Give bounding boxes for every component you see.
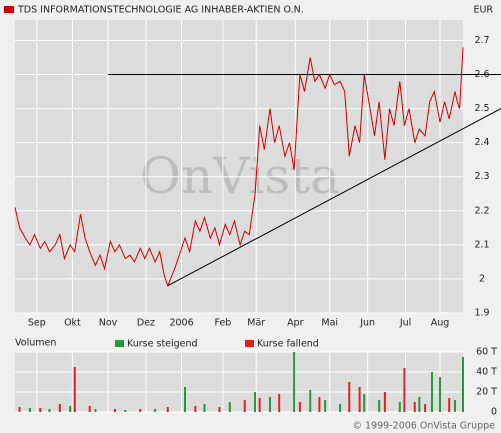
price-panel [15, 20, 463, 313]
volume-bar [69, 406, 72, 412]
y-tick-label: 1.9 [474, 308, 489, 319]
volume-bar [203, 404, 206, 412]
x-tick-label: Mai [321, 318, 338, 329]
volume-bar [403, 368, 406, 412]
x-tick-label: Apr [287, 318, 304, 329]
y-tick-label: 2.7 [474, 35, 489, 46]
y-tick-label: 20 T [476, 387, 497, 398]
x-tick-label: Nov [99, 318, 118, 329]
volume-bar [28, 408, 31, 412]
volume-bar [113, 409, 116, 412]
volume-bar [348, 382, 351, 412]
copyright: © 1999-2006 OnVista Gruppe [353, 421, 496, 432]
y-tick-label: 60 T [476, 347, 497, 358]
x-tick-label: Jul [399, 318, 411, 329]
volume-bar [309, 390, 312, 412]
x-tick-label: Okt [64, 318, 81, 329]
volume-bar [48, 409, 51, 412]
x-tick-label: Mär [247, 318, 265, 329]
y-tick-label: 2.4 [474, 137, 489, 148]
chart-title: TDS INFORMATIONSTECHNOLOGIE AG INHABER-A… [17, 5, 304, 16]
volume-bar [318, 397, 321, 412]
y-tick-label: 2.1 [474, 239, 489, 250]
y-tick-label: 2.5 [474, 103, 489, 114]
volume-bar [293, 352, 296, 412]
volume-bar [378, 400, 381, 412]
volume-bar [418, 397, 421, 412]
volume-bar [73, 367, 76, 412]
volume-bar [166, 407, 169, 412]
volume-bar [18, 407, 21, 412]
volume-bar [94, 409, 97, 412]
x-tick-label: Feb [215, 318, 232, 329]
volume-bar [358, 387, 361, 412]
volume-bar [194, 406, 197, 412]
watermark: OnVista [140, 147, 340, 205]
y-tick-label: 2 [479, 273, 485, 284]
legend-label: Kurse steigend [127, 339, 198, 350]
volume-bar [398, 402, 401, 412]
volume-bar [88, 406, 91, 412]
volume-bar [154, 409, 157, 412]
y-tick-label: 40 T [476, 367, 497, 378]
volume-bar [424, 404, 427, 412]
volume-bar [39, 408, 42, 412]
volume-bar [383, 392, 386, 412]
x-tick-label: Aug [431, 318, 450, 329]
volume-panel [15, 352, 463, 412]
legend-label: Kurse fallend [257, 339, 319, 350]
volume-bar [430, 372, 433, 412]
y-tick-label: 0 [491, 407, 497, 418]
x-tick-label: 2006 [169, 318, 193, 329]
volume-bar [439, 377, 442, 412]
volume-bar [413, 402, 416, 412]
volume-bar [278, 394, 281, 412]
trend-line [167, 108, 501, 287]
x-tick-label: Sep [28, 318, 46, 329]
legend-swatch [115, 340, 124, 347]
volume-bar [298, 402, 301, 412]
currency: EUR [473, 5, 493, 16]
volume-bar [124, 410, 127, 412]
legend-swatch [245, 340, 254, 347]
volume-bar [243, 400, 246, 412]
y-tick-label: 2.2 [474, 205, 489, 216]
price-line [14, 47, 464, 288]
volume-bar [448, 398, 451, 412]
volume-bar [363, 394, 366, 412]
x-tick-label: Dez [137, 318, 155, 329]
volume-bar [324, 400, 327, 412]
volume-bar [58, 404, 61, 412]
volume-title: Volumen [15, 338, 56, 349]
volume-bar [258, 398, 261, 412]
volume-bar [218, 407, 221, 412]
volume-bar [269, 397, 272, 412]
y-tick-label: 2.3 [474, 171, 489, 182]
volume-bar [139, 409, 142, 412]
volume-bar [462, 357, 464, 412]
volume-bar [228, 402, 231, 412]
volume-bar [339, 404, 342, 412]
volume-bar [453, 400, 456, 412]
volume-bar [254, 392, 257, 412]
x-tick-label: Jun [359, 318, 375, 329]
legend-swatch [4, 6, 14, 13]
volume-bar [184, 387, 187, 412]
